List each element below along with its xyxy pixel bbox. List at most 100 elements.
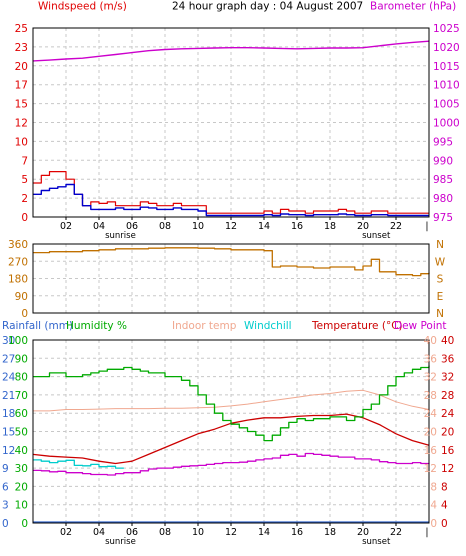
dewpoint-line (33, 452, 430, 476)
compass-label: W (435, 256, 446, 268)
barometer-tick-label: 990 (433, 155, 453, 167)
compass-label: S (437, 274, 444, 286)
panel1-xtick-label: 22 (390, 221, 402, 232)
barometer-tick-label: 985 (433, 174, 453, 186)
winddir-tick-label: 360 (8, 239, 28, 251)
winddir-tick-label: 0 (21, 308, 28, 320)
panel3-xtick-label: 12 (225, 527, 237, 538)
humidity-axis-title: Humidity % (66, 320, 127, 332)
indoor-temp-tick-label: 32 (424, 372, 437, 384)
panel3-xtick-label: 18 (324, 527, 336, 538)
humidity-tick-label: 20 (15, 481, 28, 493)
temperature-tick-label: 0 (441, 518, 448, 530)
windspeed-tick-label: 17 (15, 80, 28, 92)
humidity-tick-label: 40 (15, 445, 28, 457)
panel3-xtick-label: 16 (291, 527, 303, 538)
temperature-tick-label: 8 (441, 481, 448, 493)
indoor-temp-tick-label: 8 (430, 481, 437, 493)
indoor-temp-tick-label: 24 (424, 408, 438, 420)
panel1-xtick-label: 04 (93, 221, 105, 232)
indoor-temp-tick-label: 40 (424, 335, 437, 347)
humidity-tick-label: 60 (15, 408, 28, 420)
panel1-xtick-label: 16 (291, 221, 303, 232)
windspeed-tick-label: 7 (21, 155, 28, 167)
indoor-temp-tick-label: 0 (430, 518, 437, 530)
barometer-tick-label: 1015 (433, 61, 460, 73)
panel3-xtick-label: 22 (390, 527, 402, 538)
rainfall-tick-label: 18 (2, 408, 15, 420)
barometer-tick-label: 1010 (433, 80, 460, 92)
rainfall-tick-label: 24 (2, 372, 16, 384)
panel1-xtick-label: 06 (126, 221, 138, 232)
panel3-sunset-label: sunset (362, 537, 391, 547)
temperature-tick-label: 24 (441, 408, 455, 420)
windspeed-tick-label: 5 (21, 174, 28, 186)
winddir-tick-label: 270 (8, 256, 28, 268)
axes-layer (32, 27, 430, 526)
panel2-frame (32, 243, 430, 314)
rainfall-tick-label: 6 (2, 481, 9, 493)
panel3-xtick-label: 06 (126, 527, 138, 538)
panel1-end-mark: | (425, 221, 428, 232)
indoor-temp-tick-label: 4 (430, 500, 437, 512)
panel3-sunrise-label: sunrise (105, 537, 136, 547)
tick-label-layer: 0257101215172023259759809859909951000100… (2, 23, 460, 547)
panel1-xtick-label: 10 (192, 221, 204, 232)
windspeed-line (33, 171, 429, 214)
panel1-xtick-label: 20 (357, 221, 369, 232)
panel3-xtick-label: 10 (192, 527, 204, 538)
windspeed-tick-label: 12 (15, 118, 28, 130)
compass-label: E (437, 291, 444, 303)
humidity-tick-label: 50 (15, 427, 28, 439)
windspeed-axis-title: Windspeed (m/s) (38, 1, 127, 13)
panel3-xtick-label: 04 (93, 527, 105, 538)
windspeed-tick-label: 25 (15, 23, 28, 35)
panel3-xtick-label: 08 (159, 527, 171, 538)
panel1-sunset-label: sunset (362, 231, 391, 241)
temperature-title: Temperature (°C) (311, 320, 403, 332)
barometer-tick-label: 1005 (433, 99, 460, 111)
indoor-temp-tick-label: 16 (424, 445, 438, 457)
panel1-xtick-label: 14 (258, 221, 270, 232)
compass-label: N (436, 239, 444, 251)
panel3-xtick-label: 20 (357, 527, 369, 538)
temperature-tick-label: 40 (441, 335, 454, 347)
rainfall-tick-label: 27 (2, 353, 15, 365)
rainfall-axis-title: Rainfall (mm) (2, 320, 73, 332)
rainfall-tick-label: 30 (2, 335, 15, 347)
barometer-tick-label: 995 (433, 136, 453, 148)
rainfall-tick-label: 15 (2, 427, 15, 439)
rainfall-tick-label: 21 (2, 390, 15, 402)
compass-label: N (436, 308, 444, 320)
temperature-tick-label: 12 (441, 463, 454, 475)
humidity-line (33, 365, 430, 442)
indoor-temp-title: Indoor temp (172, 320, 237, 332)
windavg-line (33, 183, 429, 217)
barometer-tick-label: 1000 (433, 118, 460, 130)
winddir-tick-label: 90 (15, 291, 28, 303)
panel3-xtick-label: 02 (60, 527, 72, 538)
windspeed-tick-label: 2 (21, 193, 28, 205)
barometer-tick-label: 975 (433, 212, 453, 224)
temperature-tick-label: 16 (441, 445, 455, 457)
barometer-tick-label: 1025 (433, 23, 460, 35)
barometer-line (32, 40, 430, 62)
indoor-temp-tick-label: 28 (424, 390, 437, 402)
series-layer (32, 40, 430, 523)
winddir-tick-label: 180 (8, 274, 28, 286)
rainfall-tick-label: 0 (2, 518, 9, 530)
grid-layer (33, 28, 429, 523)
barometer-tick-label: 980 (433, 193, 453, 205)
indoor-temp-tick-label: 12 (424, 463, 437, 475)
humidity-tick-label: 70 (15, 390, 28, 402)
indoor-temp-tick-label: 36 (424, 353, 438, 365)
windspeed-tick-label: 15 (15, 99, 28, 111)
humidity-tick-label: 90 (15, 353, 28, 365)
rainfall-tick-label: 3 (2, 500, 9, 512)
barometer-axis-title: Barometer (hPa) (370, 1, 456, 13)
windspeed-tick-label: 10 (15, 136, 28, 148)
windspeed-tick-label: 23 (15, 42, 28, 54)
panel1-xtick-label: 08 (159, 221, 171, 232)
humidity-tick-label: 10 (15, 500, 28, 512)
